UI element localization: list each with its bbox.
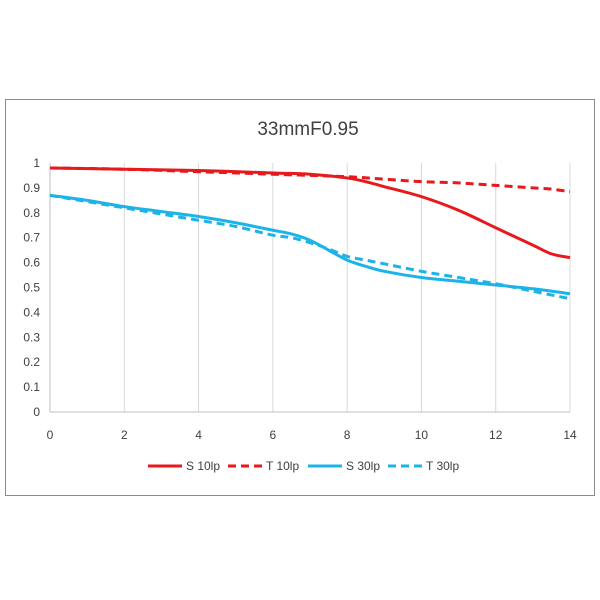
legend-item-t-30lp: T 30lp	[388, 459, 459, 473]
y-tick-label: 0.4	[23, 305, 40, 319]
legend-label-s-10lp: S 10lp	[186, 459, 220, 473]
chart-frame: 33mmF0.95 0 0.1 0.2 0.3 0.4 0.5 0.6 0.7 0.8 0.9 1 0…	[5, 99, 595, 496]
series-layer	[49, 166, 571, 301]
series-line-s-30lp	[49, 193, 571, 296]
y-tick-label: 0.5	[23, 281, 40, 295]
legend-item-s-10lp: S 10lp	[148, 459, 220, 473]
x-tick-label: 8	[344, 428, 351, 442]
chart-title: 33mmF0.95	[257, 119, 358, 140]
x-tick-label: 12	[489, 428, 503, 442]
y-tick-label: 0.3	[23, 330, 40, 344]
legend-label-t-30lp: T 30lp	[426, 459, 459, 473]
x-tick-label: 10	[415, 428, 429, 442]
series-line-t-30lp	[49, 193, 571, 301]
legend-item-s-30lp: S 30lp	[308, 459, 380, 473]
legend-label-t-10lp: T 10lp	[266, 459, 299, 473]
y-tick-label: 0	[33, 405, 40, 419]
x-tick-label: 2	[121, 428, 128, 442]
y-tick-label: 1	[33, 156, 40, 170]
x-tick-label: 6	[270, 428, 277, 442]
legend: S 10lp T 10lp S 30lp T 30lp	[148, 459, 459, 473]
y-tick-label: 0.9	[23, 181, 40, 195]
series-line-t-10lp	[49, 166, 571, 194]
grid-layer	[49, 163, 571, 413]
x-tick-label: 4	[195, 428, 202, 442]
legend-item-t-10lp: T 10lp	[228, 459, 299, 473]
x-tick-label: 0	[47, 428, 54, 442]
y-tick-label: 0.7	[23, 231, 40, 245]
axis-layer: 33mmF0.95 00.10.20.30.40.50.60.70.80.910…	[23, 119, 577, 442]
y-tick-label: 0.2	[23, 355, 40, 369]
y-tick-label: 0.8	[23, 206, 40, 220]
x-tick-label: 14	[563, 428, 577, 442]
legend-label-s-30lp: S 30lp	[346, 459, 380, 473]
y-tick-label: 0.1	[23, 380, 40, 394]
mtf-chart: 33mmF0.95 00.10.20.30.40.50.60.70.80.910…	[23, 119, 577, 473]
y-tick-label: 0.6	[23, 256, 40, 270]
